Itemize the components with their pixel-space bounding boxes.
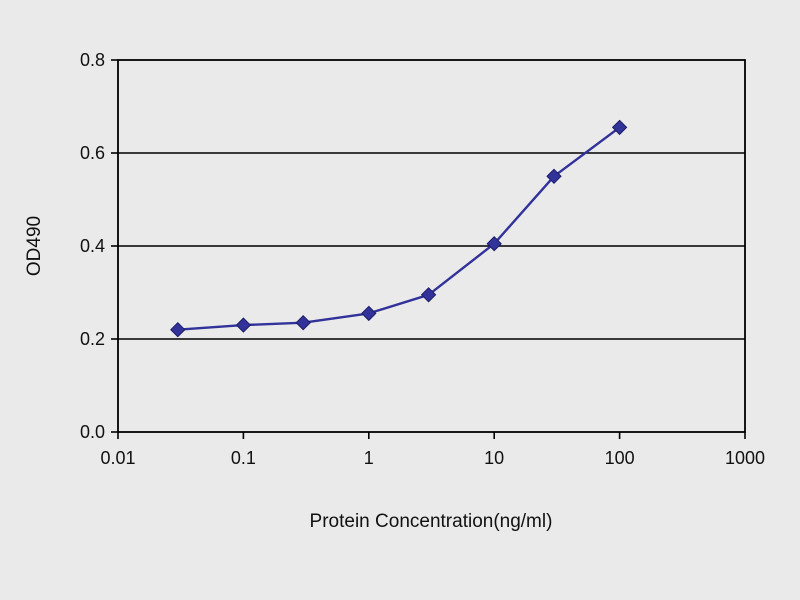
data-point-marker [235,317,252,333]
x-tick-label: 1 [364,448,374,468]
data-point-marker [170,321,186,338]
x-tick-label: 0.01 [100,448,135,468]
x-tick-label: 0.1 [231,448,256,468]
data-point-marker [546,168,562,185]
gridlines [118,152,745,340]
data-point-marker [486,235,502,252]
data-series [170,119,628,338]
x-tick-label: 100 [605,448,635,468]
x-tick-label: 1000 [725,448,765,468]
y-tick-label: 0.0 [80,422,105,442]
x-axis-label: Protein Concentration(ng/ml) [310,511,553,532]
data-point-marker [611,119,628,136]
y-tick-label: 0.8 [80,50,105,70]
y-tick-label: 0.4 [80,236,105,256]
y-tick-label: 0.6 [80,143,105,163]
axes [111,59,746,439]
data-point-marker [420,287,437,303]
y-axis-label: OD490 [24,216,45,276]
series-line [177,126,621,331]
tick-labels: 0.01 0.1 1 10 100 1000 0.0 0.2 0.4 0.6 0.8 [80,50,765,468]
data-point-marker [361,305,377,322]
x-tick-label: 10 [484,448,504,468]
data-point-marker [295,314,311,331]
y-tick-label: 0.2 [80,329,105,349]
